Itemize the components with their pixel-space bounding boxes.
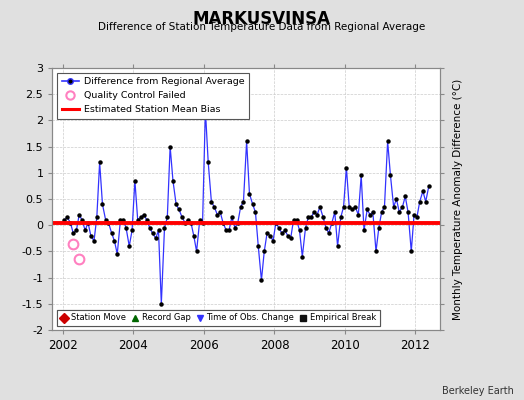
Text: MARKUSVINSA: MARKUSVINSA (193, 10, 331, 28)
Y-axis label: Monthly Temperature Anomaly Difference (°C): Monthly Temperature Anomaly Difference (… (453, 78, 463, 320)
Text: Berkeley Earth: Berkeley Earth (442, 386, 514, 396)
Legend: Station Move, Record Gap, Time of Obs. Change, Empirical Break: Station Move, Record Gap, Time of Obs. C… (57, 310, 379, 326)
Text: Difference of Station Temperature Data from Regional Average: Difference of Station Temperature Data f… (99, 22, 425, 32)
